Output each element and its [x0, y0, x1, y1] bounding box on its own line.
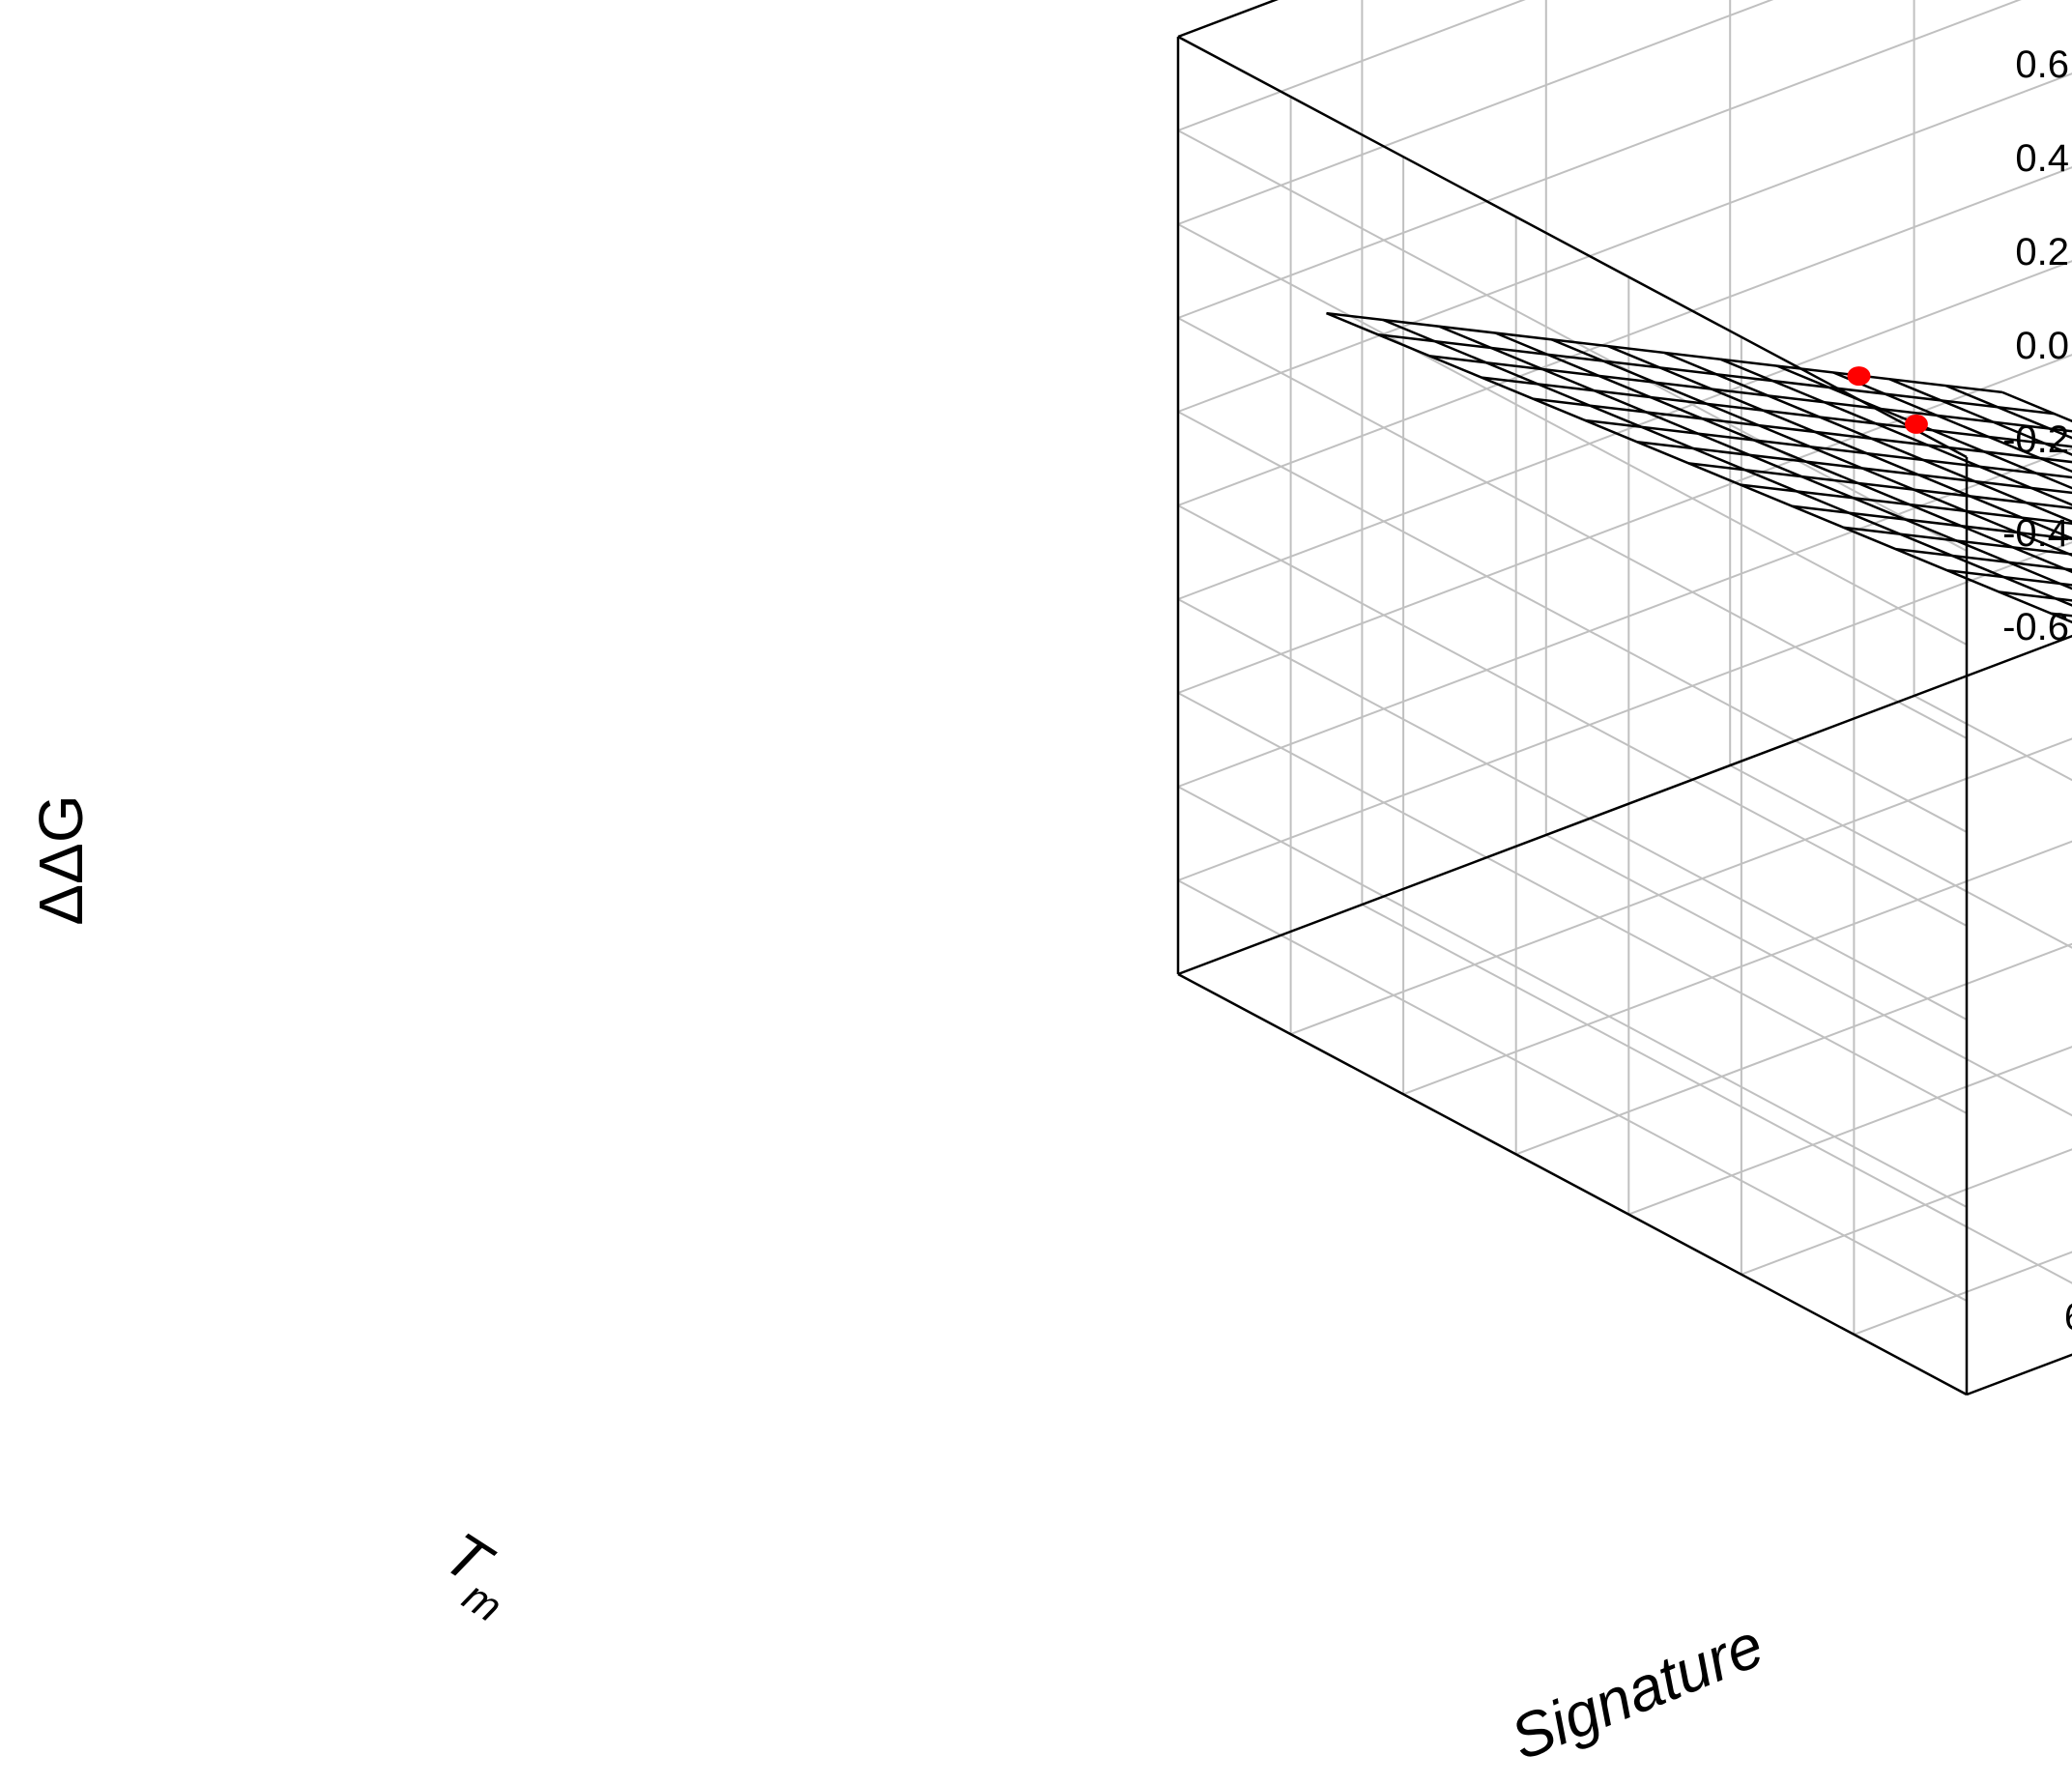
- z-tick-label: 0.4: [2015, 137, 2069, 180]
- surface-mesh-line: [1832, 371, 2072, 474]
- surface-mesh-line: [1946, 569, 2072, 587]
- fitted-surface: [1326, 311, 2072, 624]
- z-tick-label: -0.6: [2002, 606, 2069, 648]
- surface-mesh-line: [1720, 358, 2072, 506]
- z-tick-label: -0.4: [2002, 512, 2069, 555]
- y-tick-label: 69: [2064, 1296, 2072, 1338]
- surface-mesh-line: [1326, 311, 2072, 624]
- y-axis-tick-labels: 6566676869: [2064, 1296, 2072, 1338]
- left-wall-gridline: [1177, 166, 2072, 506]
- frame-edge: [1177, 972, 1968, 1396]
- frame-edge: [1177, 634, 2072, 976]
- right-wall-gridline: [1177, 504, 1968, 927]
- surface-mesh-line: [1326, 311, 2003, 394]
- left-wall-gridline: [1177, 0, 2022, 319]
- surface-mesh-line: [1636, 440, 2072, 495]
- floor-gridline: [1854, 1251, 2072, 1336]
- floor-gridline: [1361, 904, 2072, 1284]
- floor-gridline: [1290, 737, 2072, 1036]
- z-axis-tick-labels: -0.6-0.4-0.20.00.20.40.60.81.01.21.4: [2002, 43, 2069, 648]
- surface-mesh-line: [1740, 483, 2072, 525]
- data-point: [1904, 414, 1928, 434]
- y-axis-title: Tm: [423, 1518, 532, 1631]
- surface-mesh-line: [1843, 526, 2072, 556]
- right-wall-gridline: [1177, 223, 1968, 646]
- surface-mesh-line: [1429, 355, 2072, 433]
- surface-mesh-line: [1533, 397, 2072, 464]
- z-tick-label: -0.2: [2002, 418, 2069, 461]
- left-wall-gridline: [1177, 541, 2072, 881]
- right-wall-gridline: [1177, 692, 1968, 1114]
- data-points: [1847, 366, 1928, 434]
- surface-mesh-line: [1663, 351, 2072, 524]
- frame-edge: [1966, 1353, 2072, 1396]
- left-wall-gridline: [1177, 447, 2072, 788]
- left-wall-gridline: [1177, 0, 1526, 131]
- data-point: [1847, 366, 1871, 387]
- right-wall-gridline: [1177, 598, 1968, 1021]
- frame-edge: [1177, 35, 1968, 459]
- surface-mesh-line: [1377, 333, 2055, 416]
- right-wall-gridline: [1177, 879, 1968, 1302]
- wall-gridlines: [1177, 0, 2072, 1336]
- right-wall-gridline: [1177, 129, 1968, 552]
- left-wall-gridline: [1177, 72, 2072, 413]
- z-tick-label: 0.2: [2015, 231, 2069, 273]
- surface-mesh-line: [1792, 504, 2072, 540]
- z-axis-title: ΔΔG: [26, 794, 96, 925]
- floor-gridline: [1545, 834, 2072, 1117]
- floor-gridline: [1402, 840, 2072, 1096]
- left-wall-gridline: [1177, 0, 1774, 225]
- chart-frame: [1176, 0, 2072, 1396]
- floor-gridline: [1741, 1148, 2072, 1276]
- surface-mesh-line: [1688, 462, 2072, 510]
- x-axis-title: Signature: [1501, 1610, 1772, 1773]
- surface-mesh-line: [1888, 378, 2072, 456]
- right-wall-gridline: [1177, 411, 1968, 833]
- surface-mesh-line: [1895, 547, 2072, 571]
- right-wall-gridline: [1177, 317, 1968, 739]
- surface-mesh-line: [1585, 418, 2072, 479]
- z-tick-label: 0.0: [2015, 325, 2069, 367]
- floor-gridline: [1729, 764, 2072, 949]
- floor-gridline: [1627, 1046, 2072, 1216]
- floor-gridline: [1515, 942, 2072, 1156]
- left-wall-gridline: [1177, 354, 2072, 694]
- floor-gridline: [1914, 695, 2072, 782]
- surface-mesh-line: [1481, 376, 2072, 448]
- z-tick-label: 0.6: [2015, 43, 2069, 86]
